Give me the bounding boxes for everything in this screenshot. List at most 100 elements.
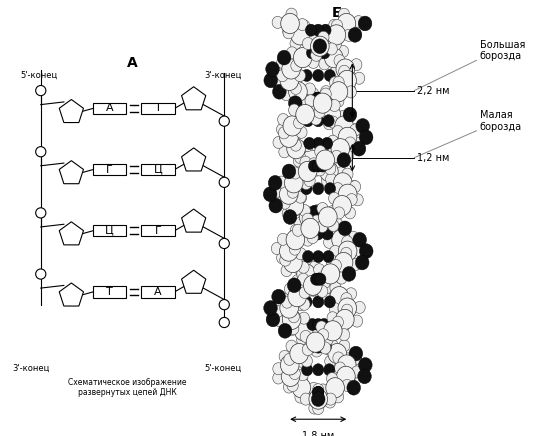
Circle shape (352, 194, 363, 206)
Circle shape (336, 167, 347, 179)
Circle shape (330, 77, 341, 89)
Circle shape (272, 16, 283, 28)
Circle shape (331, 20, 342, 31)
Circle shape (324, 364, 335, 376)
Circle shape (329, 99, 340, 112)
Circle shape (277, 70, 288, 82)
Circle shape (332, 183, 343, 195)
Circle shape (297, 334, 308, 346)
Circle shape (319, 28, 330, 41)
FancyBboxPatch shape (93, 225, 126, 236)
Circle shape (314, 335, 328, 350)
Circle shape (341, 247, 352, 259)
Circle shape (282, 59, 300, 79)
Circle shape (279, 197, 290, 209)
Circle shape (312, 137, 324, 150)
Circle shape (302, 344, 314, 356)
Circle shape (338, 221, 352, 236)
Circle shape (311, 49, 322, 61)
Circle shape (314, 264, 325, 276)
Circle shape (278, 194, 290, 207)
Circle shape (287, 236, 298, 248)
Circle shape (295, 191, 306, 203)
Text: Схематическое изображение
развернутых цепей ДНК: Схематическое изображение развернутых це… (68, 378, 187, 398)
Circle shape (281, 296, 293, 308)
Circle shape (325, 148, 336, 160)
Circle shape (289, 243, 300, 255)
Circle shape (300, 177, 312, 190)
Circle shape (295, 391, 306, 403)
Circle shape (298, 312, 310, 324)
Circle shape (280, 89, 292, 101)
Circle shape (302, 140, 314, 152)
Circle shape (338, 241, 357, 261)
Circle shape (266, 61, 279, 76)
Circle shape (338, 127, 357, 147)
Circle shape (279, 184, 298, 204)
Circle shape (326, 255, 337, 266)
Circle shape (302, 213, 313, 225)
Circle shape (291, 25, 309, 45)
Text: 5'-конец: 5'-конец (205, 364, 242, 373)
Circle shape (331, 150, 342, 162)
Circle shape (294, 69, 306, 82)
Circle shape (337, 323, 348, 335)
Circle shape (350, 366, 361, 378)
Circle shape (324, 69, 335, 82)
Circle shape (305, 145, 316, 157)
Circle shape (327, 205, 338, 218)
Circle shape (273, 79, 284, 91)
Circle shape (308, 158, 320, 170)
Circle shape (329, 375, 341, 387)
Circle shape (311, 271, 322, 283)
Circle shape (320, 85, 332, 98)
Circle shape (278, 127, 290, 139)
Circle shape (309, 402, 320, 414)
Circle shape (342, 168, 353, 180)
Circle shape (316, 384, 327, 396)
Circle shape (271, 242, 283, 255)
Circle shape (295, 248, 306, 260)
Circle shape (312, 386, 324, 399)
Circle shape (290, 167, 301, 179)
Circle shape (299, 20, 310, 32)
Circle shape (337, 45, 348, 58)
Text: 1,8 нм: 1,8 нм (302, 431, 335, 436)
FancyBboxPatch shape (141, 164, 175, 175)
Circle shape (278, 324, 292, 338)
Circle shape (324, 118, 335, 130)
Circle shape (219, 300, 229, 310)
Circle shape (342, 150, 353, 162)
Circle shape (284, 381, 295, 393)
Circle shape (317, 329, 329, 341)
Circle shape (355, 245, 366, 257)
Text: Малая
борозда: Малая борозда (480, 110, 522, 132)
Circle shape (307, 232, 318, 244)
Circle shape (347, 231, 358, 243)
Circle shape (280, 298, 299, 318)
Circle shape (272, 289, 285, 304)
Circle shape (302, 37, 314, 50)
Circle shape (289, 77, 300, 89)
Circle shape (306, 32, 317, 44)
Circle shape (285, 195, 304, 216)
Circle shape (327, 312, 338, 324)
Circle shape (337, 153, 351, 167)
Text: Г: Г (106, 164, 113, 174)
Circle shape (321, 45, 332, 58)
Text: Б: Б (331, 7, 342, 20)
Circle shape (334, 207, 345, 219)
Circle shape (35, 146, 46, 157)
Circle shape (294, 56, 305, 68)
Circle shape (337, 300, 348, 312)
Circle shape (329, 303, 341, 315)
Circle shape (306, 332, 325, 352)
Circle shape (317, 160, 328, 172)
Circle shape (304, 175, 315, 187)
Circle shape (294, 204, 306, 216)
Circle shape (350, 353, 362, 365)
Circle shape (290, 139, 301, 151)
Circle shape (342, 353, 353, 365)
Text: Ц: Ц (105, 226, 114, 236)
Circle shape (318, 33, 329, 44)
